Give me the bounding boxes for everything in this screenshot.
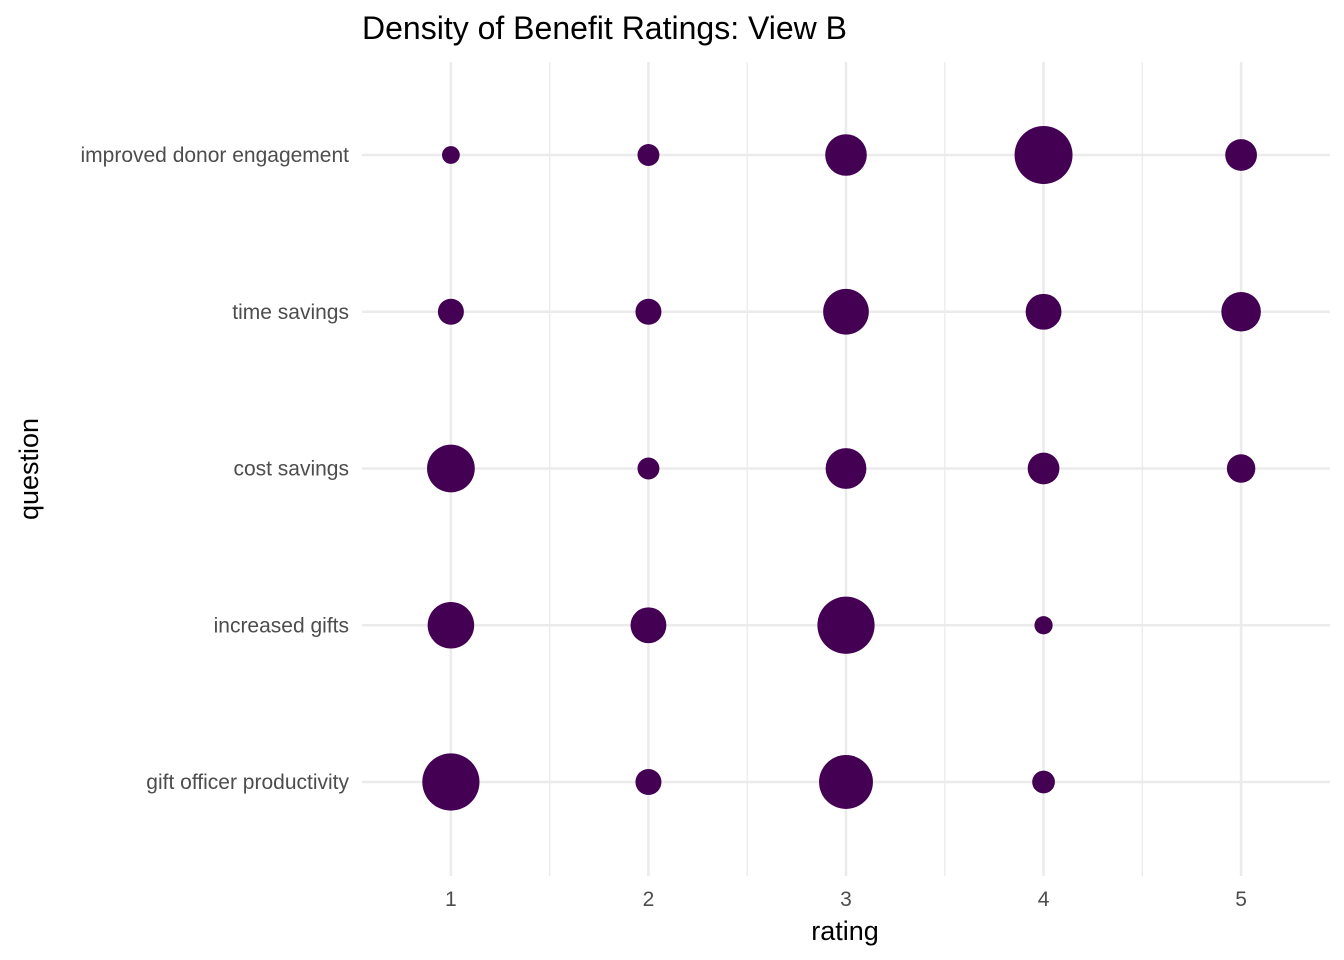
data-point [637, 144, 660, 166]
x-tick-label: 3 [840, 888, 852, 911]
data-point [1226, 454, 1256, 483]
x-tick-label: 2 [643, 888, 655, 911]
data-points [422, 126, 1261, 811]
data-point [1032, 770, 1055, 794]
data-point [422, 753, 480, 811]
data-point [1014, 126, 1073, 184]
data-point [437, 298, 464, 325]
data-point [1221, 291, 1261, 332]
y-tick-label: cost savings [233, 458, 349, 481]
data-point [823, 288, 869, 335]
y-axis-tick-labels: improved donor engagement time savings cos… [80, 144, 349, 794]
x-axis-tick-labels: 1 2 3 4 5 [445, 888, 1247, 911]
data-point [817, 596, 875, 654]
data-point [635, 768, 662, 796]
data-point [819, 755, 873, 809]
x-tick-label: 5 [1235, 888, 1247, 911]
data-point [1034, 616, 1053, 635]
data-point [427, 601, 475, 649]
y-tick-label: gift officer productivity [146, 771, 349, 794]
data-point [635, 298, 662, 325]
data-point [825, 448, 867, 489]
data-point [637, 457, 660, 480]
y-tick-label: improved donor engagement [80, 144, 349, 167]
x-axis-title: rating [811, 916, 879, 946]
data-point [1027, 452, 1060, 485]
x-tick-label: 1 [445, 888, 457, 911]
data-point [427, 444, 475, 493]
y-tick-label: time savings [232, 301, 349, 324]
data-point [1025, 293, 1062, 330]
data-point [825, 134, 867, 176]
data-point [441, 146, 460, 164]
chart-title: Density of Benefit Ratings: View B [362, 10, 847, 46]
data-point [630, 607, 667, 644]
y-tick-label: increased gifts [214, 614, 349, 637]
data-point [1225, 139, 1257, 171]
y-axis-title: question [14, 418, 44, 520]
x-tick-label: 4 [1038, 888, 1050, 911]
